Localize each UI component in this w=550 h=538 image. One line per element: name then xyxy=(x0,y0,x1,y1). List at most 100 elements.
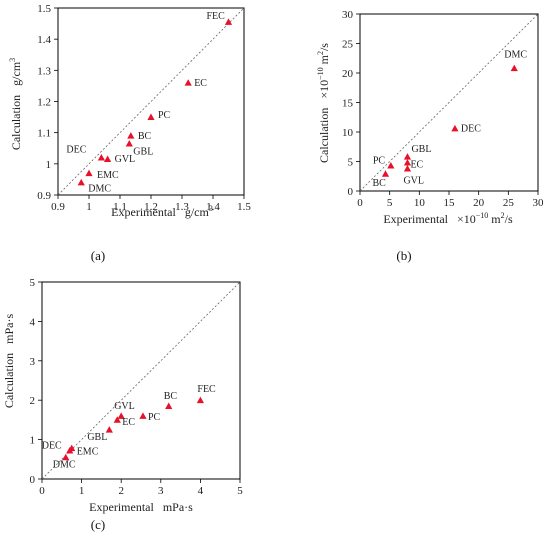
panel-a-point-gvl xyxy=(104,155,112,163)
panel-b-ytick-label: 20 xyxy=(342,68,354,80)
panel-b-xlabel: Experimental ×10−10 m2/s xyxy=(383,211,513,226)
panel-c-point-bc xyxy=(165,402,173,409)
panel-c-ytick-label: 3 xyxy=(30,356,36,368)
panel-c-xtick-label: 1 xyxy=(79,485,85,497)
panel-b-xtick-label: 5 xyxy=(387,197,393,209)
panel-c-xtick-label: 4 xyxy=(198,485,204,497)
panel-b-point-dmc xyxy=(510,64,518,72)
panel-c-xunit: mPa·s xyxy=(163,500,193,514)
panel-b-point-ec xyxy=(403,159,412,166)
panel-a-point-label-dmc: DMC xyxy=(88,184,111,195)
panel-a-ytick-label: 1.1 xyxy=(37,128,51,140)
panel-b-point-label-bc: BC xyxy=(373,178,387,189)
panel-a-point-label-emc: EMC xyxy=(97,170,119,181)
panel-a-ytick-label: 1.5 xyxy=(37,3,51,15)
panel-c-ytick-label: 5 xyxy=(30,277,36,289)
panel-b-ylabel: Calculation ×10−10 m2/s xyxy=(316,43,331,163)
panel-a-point-label-dec: DEC xyxy=(66,145,86,156)
panel-a-yunit: g/cm xyxy=(9,61,23,86)
panel-a-caption: (a) xyxy=(91,248,105,263)
panel-a-ytick-label: 1.2 xyxy=(37,97,51,109)
panel-a-point-dmc xyxy=(77,178,85,186)
panel-a-point-fec xyxy=(224,18,233,25)
panel-a-xtick-label: 1.1 xyxy=(113,201,127,213)
panel-a-ytick-label: 1.3 xyxy=(37,65,51,77)
panel-c-point-label-fec: FEC xyxy=(197,384,216,395)
panel-b-ytick-label: 5 xyxy=(348,157,354,169)
panel-b-point-label-gvl: GVL xyxy=(403,176,424,187)
panel-a-point-bc xyxy=(127,132,135,139)
panel-c-point-gbl xyxy=(105,426,113,433)
panel-a-ytick-label: 1.4 xyxy=(37,34,51,46)
panel-b-point-label-dmc: DMC xyxy=(504,49,527,60)
panel-a-point-label-pc: PC xyxy=(158,110,171,121)
panel-b-point-gbl xyxy=(403,153,412,160)
panel-a-point-label-gvl: GVL xyxy=(115,154,136,165)
panel-b-ytick-label: 25 xyxy=(342,39,354,51)
panel-b-ylabel-text: Calculation xyxy=(317,108,331,163)
panel-a-xtick-label: 1.3 xyxy=(175,201,189,213)
panel-b-point-dec xyxy=(451,124,459,132)
panel-b-yunit-end: /s xyxy=(317,43,331,51)
panel-c-ytick-label: 4 xyxy=(30,316,36,328)
panel-b-yunit-tail: m xyxy=(317,54,331,67)
panel-c-point-fec xyxy=(196,396,204,404)
panel-c-point-label-bc: BC xyxy=(164,391,178,402)
panel-a-point-gbl xyxy=(125,139,133,147)
panel-c-point-gvl xyxy=(117,412,125,419)
panel-b-yunit: ×10 xyxy=(317,80,331,99)
panel-b: 0 5 10 15 20 25 30 0 5 10 15 20 25 30 DMC DEC GBL EC GVL PC… xyxy=(316,9,544,263)
panel-b-ytick-label: 15 xyxy=(342,98,354,110)
panel-c-caption: (c) xyxy=(91,517,105,532)
panel-b-ytick-label: 30 xyxy=(342,9,354,21)
panel-b-point-label-dec: DEC xyxy=(461,123,481,134)
panel-c-point-label-dec: DEC xyxy=(42,441,62,452)
panel-a-xlabel: Experimental g/cm3 xyxy=(111,204,213,219)
panel-c-point-dmc xyxy=(62,453,70,461)
panel-b-xunit-end: /s xyxy=(505,212,513,226)
panel-b-point-label-pc: PC xyxy=(373,156,386,167)
panel-c-ytick-label: 0 xyxy=(30,474,36,486)
panel-a-ytick-label: 0.9 xyxy=(37,190,51,202)
panel-a: 0.9 1 1.1 1.2 1.3 1.4 1.5 0.9 1 1.1 1.2 1.3 1.4 1.5 FE… xyxy=(8,3,251,263)
panel-b-xunit-tail-sup: 2 xyxy=(501,211,505,220)
panel-c-yunit: mPa·s xyxy=(2,314,16,344)
panel-a-reference-line xyxy=(57,7,245,196)
panel-a-point-emc xyxy=(85,169,93,177)
panel-a-ylabel-text: Calculation xyxy=(9,95,23,150)
panel-c-point-label-emc: EMC xyxy=(77,446,99,457)
panel-c-point-dec xyxy=(66,447,74,454)
panel-a-xunit-sup: 3 xyxy=(209,204,213,213)
panel-a-ylabel: Calculation g/cm3 xyxy=(8,58,23,150)
panel-c-xlabel-text: Experimental xyxy=(89,500,154,514)
panel-b-xtick-label: 10 xyxy=(414,197,426,209)
panel-b-point-label-ec: EC xyxy=(410,160,423,171)
panel-a-point-label-fec: FEC xyxy=(207,11,226,22)
panel-b-xtick-label: 15 xyxy=(444,197,456,209)
panel-b-caption: (b) xyxy=(396,248,411,263)
panel-c-xtick-label: 5 xyxy=(237,485,243,497)
panel-b-xlabel-text: Experimental xyxy=(383,212,448,226)
panel-c-ytick-label: 2 xyxy=(30,395,36,407)
panel-b-plot: 0 5 10 15 20 25 30 0 5 10 15 20 25 30 DMC DEC GBL EC GVL PC… xyxy=(342,9,544,209)
panel-b-xtick-label: 0 xyxy=(357,197,363,209)
panel-c-point-pc xyxy=(139,412,147,419)
panel-c-ylabel: Calculation mPa·s xyxy=(2,314,16,409)
panel-c-point-label-pc: PC xyxy=(148,412,161,423)
panel-b-ytick-label: 10 xyxy=(342,127,354,139)
panel-b-point-gvl xyxy=(403,164,412,172)
panel-a-point-dec xyxy=(97,154,105,161)
panel-a-xtick-label: 1.5 xyxy=(237,201,251,213)
panel-c-point-label-ec: EC xyxy=(122,417,135,428)
panel-a-xtick-label: 1.4 xyxy=(206,201,220,213)
panel-b-xtick-label: 25 xyxy=(503,197,515,209)
panel-b-point-pc xyxy=(387,162,395,169)
panel-c-point-label-gbl: GBL xyxy=(87,432,107,443)
panel-b-xunit-tail: m xyxy=(488,212,501,226)
panel-b-point-label-gbl: GBL xyxy=(411,144,431,155)
panel-a-point-label-gbl: GBL xyxy=(133,147,153,158)
panel-a-yunit-sup: 3 xyxy=(8,58,17,62)
panel-c-point-label-gvl: GVL xyxy=(114,401,135,412)
